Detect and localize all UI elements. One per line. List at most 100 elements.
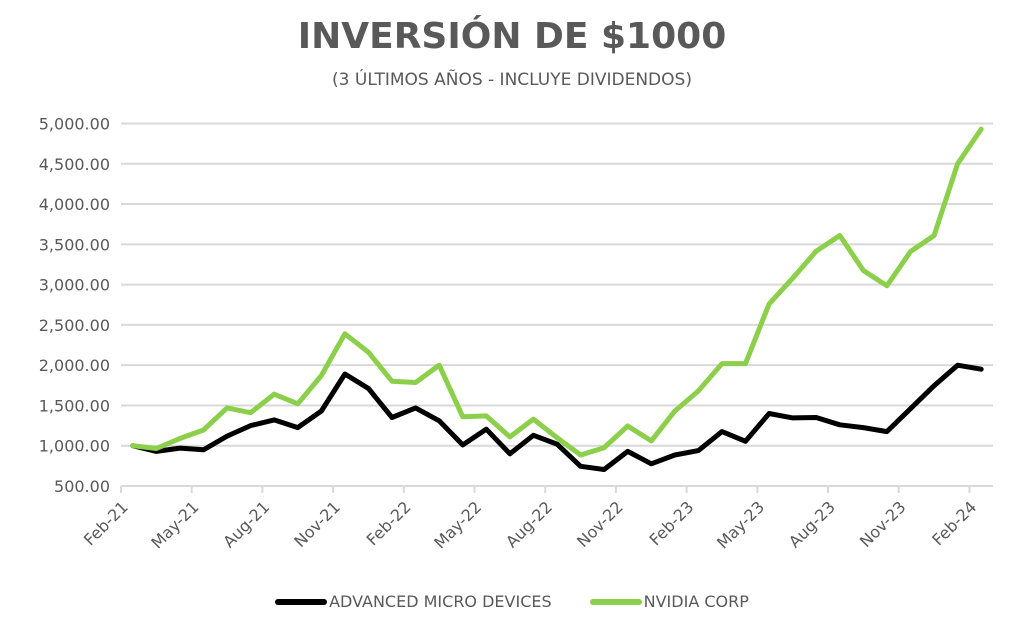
- data-point: [955, 161, 960, 166]
- data-point: [531, 417, 536, 422]
- x-tick-label: May-22: [430, 497, 485, 552]
- data-point: [484, 413, 489, 418]
- series-line-amd: [130, 362, 984, 472]
- data-point: [696, 388, 701, 393]
- data-point: [460, 442, 465, 447]
- x-tick-label: Nov-23: [856, 497, 910, 551]
- data-point: [908, 249, 913, 254]
- data-point: [507, 434, 512, 439]
- series-lines: [130, 126, 984, 472]
- data-point: [201, 447, 206, 452]
- data-point: [248, 410, 253, 415]
- data-point: [201, 428, 206, 433]
- data-point: [319, 373, 324, 378]
- legend-label-amd: ADVANCED MICRO DEVICES: [329, 592, 552, 611]
- y-tick-label: 5,000.00: [39, 115, 110, 134]
- x-tick-label: Feb-24: [928, 497, 980, 549]
- data-point: [413, 405, 418, 410]
- data-point: [979, 367, 984, 372]
- data-point: [861, 268, 866, 273]
- data-point: [861, 425, 866, 430]
- series-line-nvidia: [130, 126, 984, 458]
- chart-title: INVERSIÓN DE $1000: [297, 16, 727, 57]
- y-tick-label: 4,500.00: [39, 155, 110, 174]
- data-point: [484, 427, 489, 432]
- data-point: [908, 406, 913, 411]
- data-point: [390, 379, 395, 384]
- data-point: [225, 405, 230, 410]
- y-tick-label: 4,000.00: [39, 195, 110, 214]
- data-point: [130, 443, 135, 448]
- data-point: [602, 467, 607, 472]
- legend-swatch-amd: [275, 598, 328, 605]
- data-point: [366, 386, 371, 391]
- data-point: [460, 414, 465, 419]
- data-point: [602, 445, 607, 450]
- data-point: [672, 452, 677, 457]
- chart-subtitle: (3 ÚLTIMOS AÑOS - INCLUYE DIVIDENDOS): [332, 70, 692, 90]
- data-point: [955, 363, 960, 368]
- data-point: [884, 429, 889, 434]
- data-point: [319, 409, 324, 414]
- x-tick-label: Aug-23: [785, 497, 839, 551]
- y-tick-label: 1,000.00: [39, 437, 110, 456]
- data-point: [366, 350, 371, 355]
- y-tick-label: 1,500.00: [39, 396, 110, 415]
- x-tick-label: Aug-21: [219, 497, 273, 551]
- x-tick-label: Nov-22: [573, 497, 627, 551]
- data-point: [837, 422, 842, 427]
- x-tick-label: Feb-22: [363, 497, 415, 549]
- data-point: [814, 249, 819, 254]
- data-point: [413, 380, 418, 385]
- data-point: [790, 276, 795, 281]
- data-point: [743, 361, 748, 366]
- data-point: [767, 301, 772, 306]
- legend-swatch-nvidia: [589, 598, 642, 605]
- y-tick-label: 500.00: [54, 477, 110, 496]
- x-tick-label: Feb-23: [645, 497, 697, 549]
- data-point: [295, 425, 300, 430]
- x-tick-label: Feb-21: [80, 497, 132, 549]
- x-axis: Feb-21 May-21 Aug-21 Nov-21 Feb-22 May-22 Aug-…: [80, 485, 993, 553]
- data-point: [248, 423, 253, 428]
- data-point: [555, 435, 560, 440]
- data-point: [177, 446, 182, 451]
- data-point: [177, 436, 182, 441]
- legend-label-nvidia: NVIDIA CORP: [643, 592, 749, 611]
- data-point: [837, 233, 842, 238]
- data-point: [272, 392, 277, 397]
- y-tick-label: 3,500.00: [39, 235, 110, 254]
- data-point: [578, 452, 583, 457]
- data-point: [814, 415, 819, 420]
- data-point: [437, 418, 442, 423]
- data-point: [767, 411, 772, 416]
- data-point: [507, 451, 512, 456]
- data-point: [932, 233, 937, 238]
- data-point: [295, 401, 300, 406]
- data-point: [578, 464, 583, 469]
- data-point: [531, 433, 536, 438]
- data-point: [555, 442, 560, 447]
- data-point: [342, 372, 347, 377]
- legend-item-nvidia[interactable]: NVIDIA CORP: [589, 592, 749, 611]
- data-point: [437, 363, 442, 368]
- data-point: [649, 461, 654, 466]
- x-tick-label: May-23: [713, 497, 768, 552]
- data-point: [390, 415, 395, 420]
- data-point: [979, 127, 984, 132]
- gridlines: [121, 122, 993, 447]
- data-point: [932, 383, 937, 388]
- data-point: [342, 331, 347, 336]
- data-point: [790, 415, 795, 420]
- data-point: [225, 434, 230, 439]
- data-point: [719, 429, 724, 434]
- legend: ADVANCED MICRO DEVICES NVIDIA CORP: [0, 592, 1024, 611]
- data-point: [696, 448, 701, 453]
- data-point: [154, 446, 159, 451]
- legend-item-amd[interactable]: ADVANCED MICRO DEVICES: [275, 592, 552, 611]
- data-point: [649, 438, 654, 443]
- x-tick-label: May-21: [147, 497, 202, 552]
- data-point: [272, 417, 277, 422]
- data-point: [672, 409, 677, 414]
